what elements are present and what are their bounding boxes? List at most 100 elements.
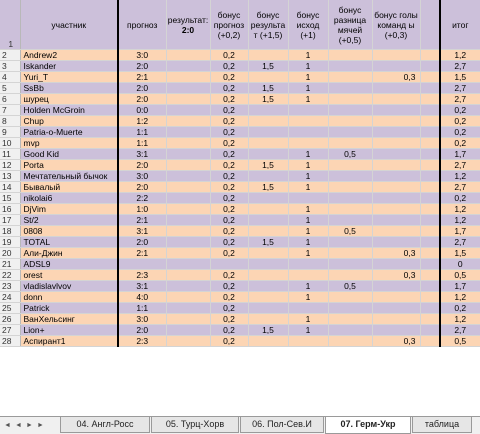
bonus-outcome-cell[interactable]: [288, 335, 329, 347]
bonus-diff-cell[interactable]: [328, 126, 373, 138]
header-bonus-goals[interactable]: бонус голы команд ы (+0,3): [372, 0, 421, 50]
total-cell[interactable]: 2,7: [440, 60, 480, 72]
bonus-forecast-cell[interactable]: 0,2: [210, 93, 249, 105]
bonus-goals-cell[interactable]: [372, 137, 421, 149]
bonus-diff-cell[interactable]: [328, 192, 373, 204]
bonus-forecast-cell[interactable]: 0,2: [210, 291, 249, 303]
participant-cell[interactable]: ВанХельсинг: [20, 313, 119, 325]
bonus-outcome-cell[interactable]: 1: [288, 71, 329, 83]
forecast-cell[interactable]: 2:1: [118, 247, 167, 259]
row-number[interactable]: 27: [0, 324, 21, 336]
bonus-forecast-cell[interactable]: 0,2: [210, 170, 249, 182]
header-bonus-forecast[interactable]: бонус прогноз (+0,2): [210, 0, 249, 50]
bonus-result-cell[interactable]: [248, 104, 289, 116]
total-cell[interactable]: 0,2: [440, 192, 480, 204]
total-cell[interactable]: 1,2: [440, 170, 480, 182]
bonus-result-cell[interactable]: 1,5: [248, 93, 289, 105]
total-cell[interactable]: 0,2: [440, 115, 480, 127]
participant-cell[interactable]: TOTAL: [20, 236, 119, 248]
total-cell[interactable]: 0,5: [440, 269, 480, 281]
row-number[interactable]: 19: [0, 236, 21, 248]
bonus-outcome-cell[interactable]: 1: [288, 82, 329, 94]
bonus-forecast-cell[interactable]: 0,2: [210, 104, 249, 116]
bonus-result-cell[interactable]: 1,5: [248, 82, 289, 94]
bonus-diff-cell[interactable]: [328, 71, 373, 83]
tab-sheet-06[interactable]: 06. Пол-Сев.И: [240, 417, 324, 433]
bonus-result-cell[interactable]: [248, 49, 289, 61]
bonus-diff-cell[interactable]: [328, 137, 373, 149]
participant-cell[interactable]: ADSL9: [20, 258, 119, 270]
participant-cell[interactable]: orest: [20, 269, 119, 281]
result-cell[interactable]: [166, 269, 211, 281]
bonus-goals-cell[interactable]: [372, 115, 421, 127]
bonus-result-cell[interactable]: [248, 225, 289, 237]
bonus-diff-cell[interactable]: [328, 302, 373, 314]
empty-cell[interactable]: [420, 82, 441, 94]
forecast-cell[interactable]: 3:0: [118, 313, 167, 325]
participant-cell[interactable]: Iskander: [20, 60, 119, 72]
bonus-diff-cell[interactable]: [328, 181, 373, 193]
bonus-goals-cell[interactable]: 0,3: [372, 247, 421, 259]
bonus-result-cell[interactable]: [248, 126, 289, 138]
result-cell[interactable]: [166, 324, 211, 336]
row-number[interactable]: 21: [0, 258, 21, 270]
participant-cell[interactable]: Али-Джин: [20, 247, 119, 259]
participant-cell[interactable]: Бывалый: [20, 181, 119, 193]
bonus-outcome-cell[interactable]: 1: [288, 60, 329, 72]
bonus-result-cell[interactable]: [248, 247, 289, 259]
bonus-outcome-cell[interactable]: [288, 269, 329, 281]
total-cell[interactable]: 1,7: [440, 280, 480, 292]
row-number[interactable]: 26: [0, 313, 21, 325]
empty-cell[interactable]: [420, 203, 441, 215]
bonus-result-cell[interactable]: [248, 170, 289, 182]
result-cell[interactable]: [166, 126, 211, 138]
participant-cell[interactable]: Yuri_T: [20, 71, 119, 83]
participant-cell[interactable]: Good Kid: [20, 148, 119, 160]
total-cell[interactable]: 2,7: [440, 82, 480, 94]
participant-cell[interactable]: donn: [20, 291, 119, 303]
bonus-outcome-cell[interactable]: [288, 192, 329, 204]
result-cell[interactable]: [166, 214, 211, 226]
result-cell[interactable]: [166, 82, 211, 94]
result-cell[interactable]: [166, 159, 211, 171]
forecast-cell[interactable]: 3:1: [118, 280, 167, 292]
result-cell[interactable]: [166, 313, 211, 325]
bonus-result-cell[interactable]: 1,5: [248, 236, 289, 248]
bonus-forecast-cell[interactable]: 0,2: [210, 148, 249, 160]
result-cell[interactable]: [166, 203, 211, 215]
forecast-cell[interactable]: 3:0: [118, 49, 167, 61]
total-cell[interactable]: 0,5: [440, 335, 480, 347]
tab-sheet-04[interactable]: 04. Англ-Росс: [60, 417, 150, 433]
row-number[interactable]: 23: [0, 280, 21, 292]
bonus-diff-cell[interactable]: [328, 214, 373, 226]
result-cell[interactable]: [166, 93, 211, 105]
bonus-result-cell[interactable]: 1,5: [248, 181, 289, 193]
header-bonus-outcome[interactable]: бонус исход (+1): [288, 0, 329, 50]
total-cell[interactable]: 1,5: [440, 247, 480, 259]
bonus-goals-cell[interactable]: [372, 236, 421, 248]
bonus-forecast-cell[interactable]: 0,2: [210, 280, 249, 292]
bonus-diff-cell[interactable]: [328, 269, 373, 281]
row-number[interactable]: 15: [0, 192, 21, 204]
row-number[interactable]: 24: [0, 291, 21, 303]
empty-cell[interactable]: [420, 181, 441, 193]
header-total[interactable]: итог: [440, 0, 480, 50]
bonus-forecast-cell[interactable]: 0,2: [210, 335, 249, 347]
result-cell[interactable]: [166, 49, 211, 61]
bonus-outcome-cell[interactable]: 1: [288, 170, 329, 182]
header-name[interactable]: участник: [20, 0, 119, 50]
bonus-diff-cell[interactable]: 0,5: [328, 225, 373, 237]
bonus-goals-cell[interactable]: [372, 148, 421, 160]
row-number[interactable]: 9: [0, 126, 21, 138]
result-cell[interactable]: [166, 104, 211, 116]
bonus-goals-cell[interactable]: [372, 159, 421, 171]
row-number[interactable]: 10: [0, 137, 21, 149]
participant-cell[interactable]: DjVim: [20, 203, 119, 215]
participant-cell[interactable]: nikolai6: [20, 192, 119, 204]
result-cell[interactable]: [166, 60, 211, 72]
total-cell[interactable]: 1,2: [440, 214, 480, 226]
result-cell[interactable]: [166, 335, 211, 347]
bonus-diff-cell[interactable]: [328, 104, 373, 116]
header-result[interactable]: результат: 2:0: [166, 0, 211, 50]
bonus-diff-cell[interactable]: [328, 159, 373, 171]
